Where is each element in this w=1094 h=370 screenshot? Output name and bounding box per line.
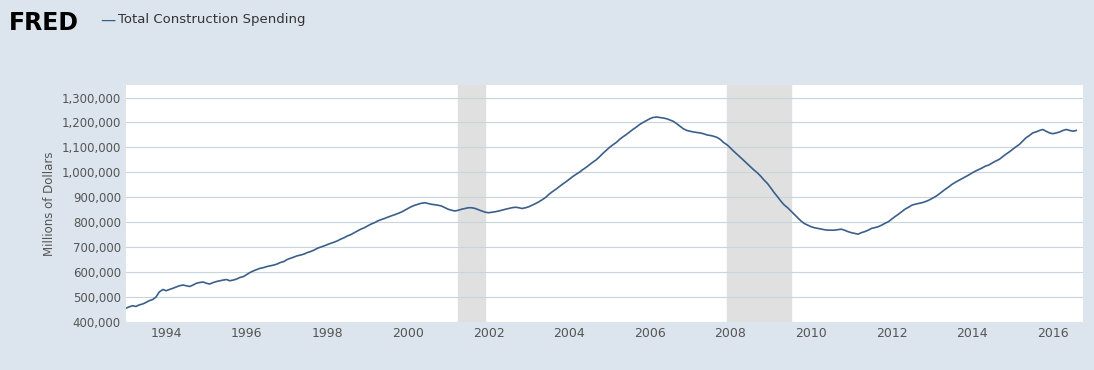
Bar	[458, 85, 486, 322]
Bar	[728, 85, 791, 322]
Text: —: —	[101, 13, 116, 28]
Y-axis label: Millions of Dollars: Millions of Dollars	[43, 151, 56, 256]
Text: FRED: FRED	[9, 11, 79, 35]
Text: Total Construction Spending: Total Construction Spending	[118, 13, 305, 26]
